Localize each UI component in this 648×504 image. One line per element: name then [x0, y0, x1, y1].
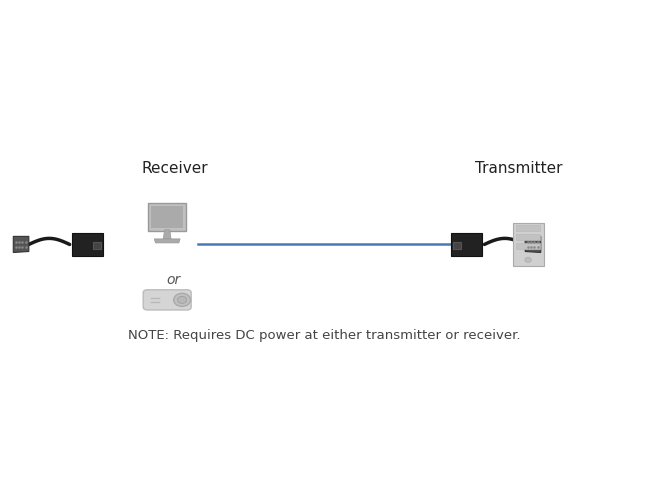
FancyBboxPatch shape: [93, 242, 102, 249]
FancyBboxPatch shape: [152, 207, 183, 228]
Circle shape: [178, 296, 187, 303]
Text: Transmitter: Transmitter: [474, 161, 562, 176]
FancyBboxPatch shape: [451, 233, 482, 256]
Polygon shape: [525, 236, 540, 253]
Polygon shape: [163, 230, 171, 239]
Text: Receiver: Receiver: [142, 161, 208, 176]
Circle shape: [174, 293, 191, 306]
Circle shape: [525, 257, 531, 262]
Text: NOTE: Requires DC power at either transmitter or receiver.: NOTE: Requires DC power at either transm…: [128, 329, 520, 342]
FancyBboxPatch shape: [513, 223, 544, 266]
FancyBboxPatch shape: [516, 243, 540, 249]
Polygon shape: [14, 236, 29, 253]
FancyBboxPatch shape: [143, 290, 191, 310]
FancyBboxPatch shape: [72, 233, 104, 256]
Polygon shape: [154, 239, 180, 243]
Text: or: or: [167, 273, 181, 287]
FancyBboxPatch shape: [516, 225, 540, 231]
FancyBboxPatch shape: [516, 234, 540, 240]
FancyBboxPatch shape: [452, 242, 461, 249]
FancyBboxPatch shape: [148, 204, 187, 231]
